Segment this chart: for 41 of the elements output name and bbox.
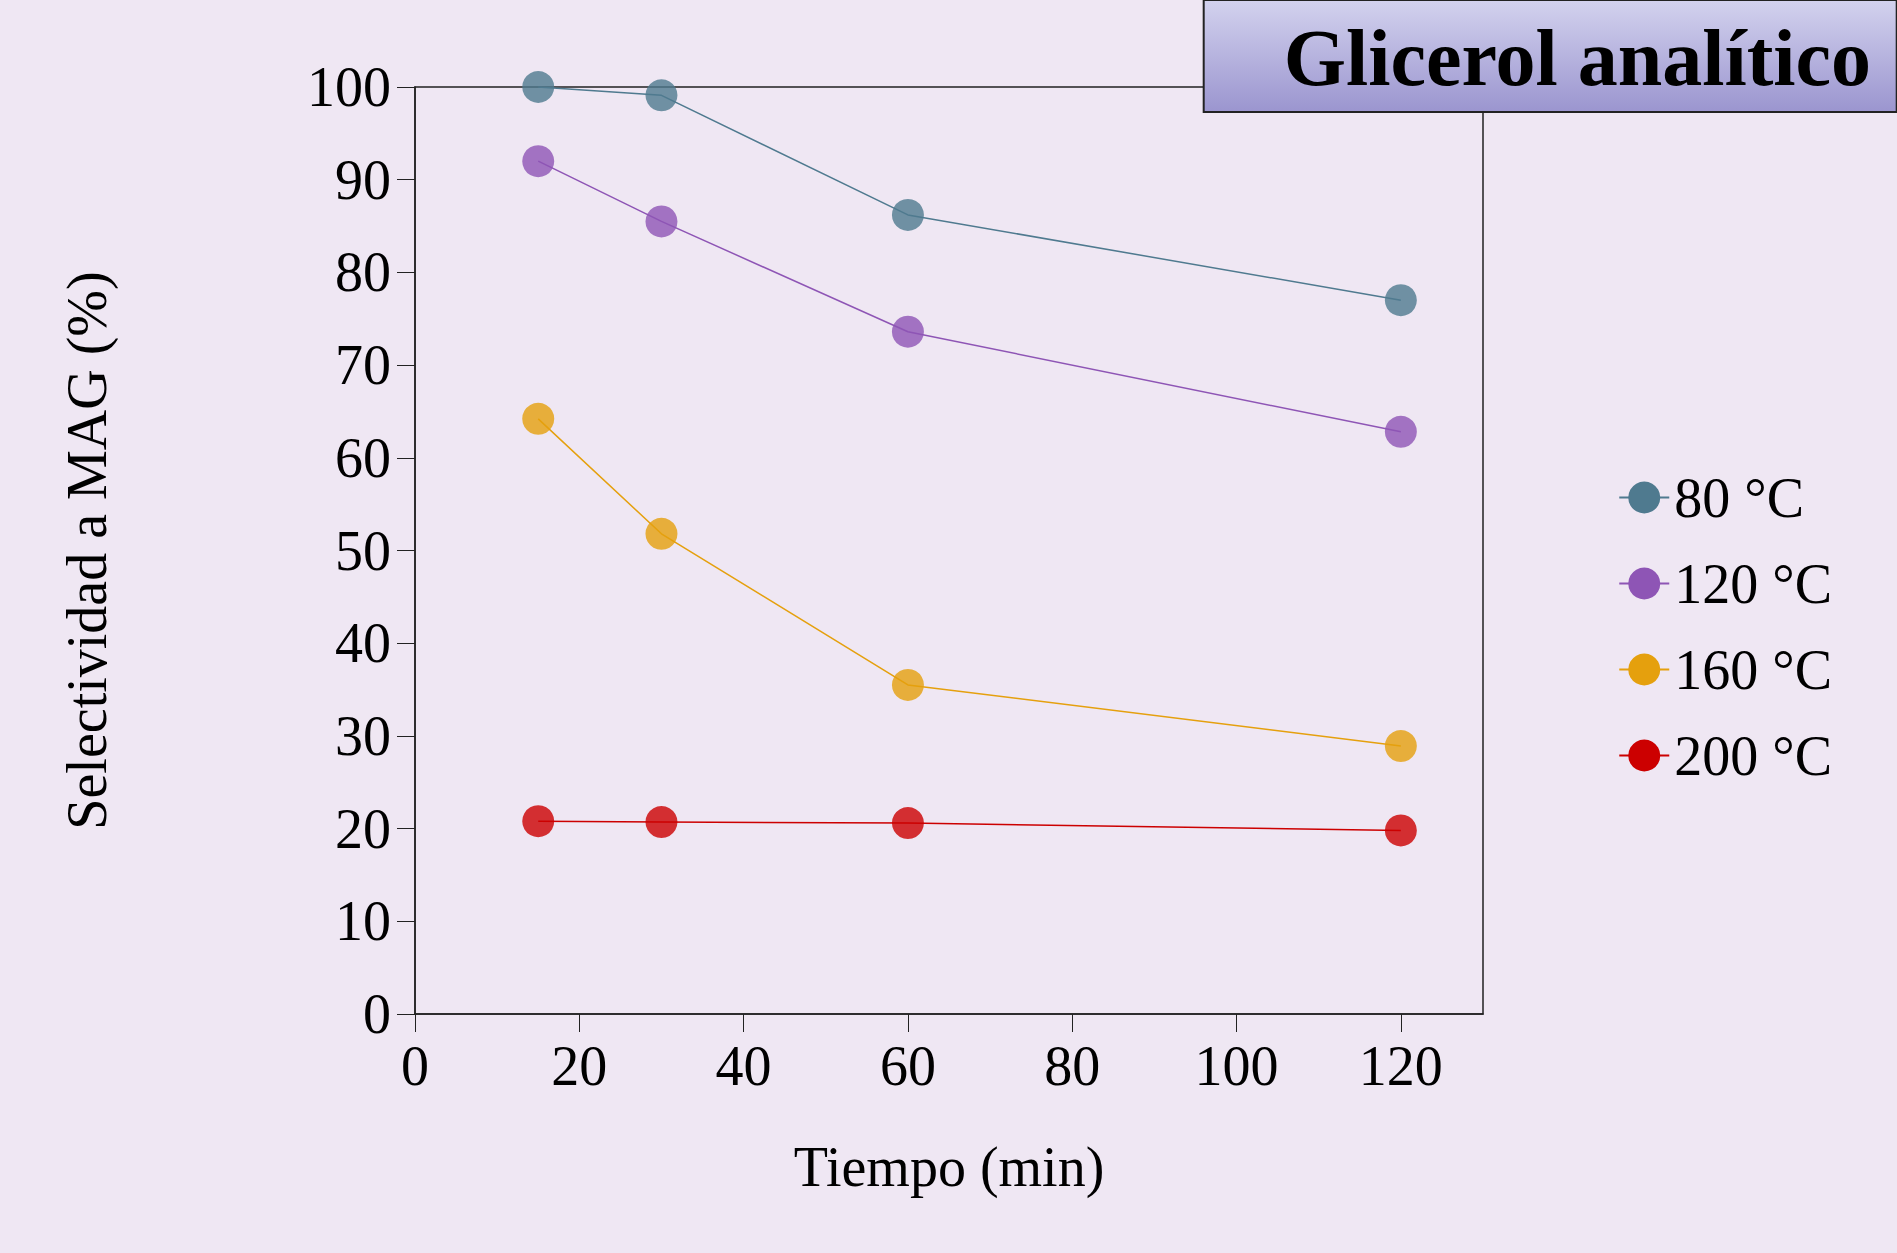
y-tick-label: 30: [335, 704, 391, 767]
point: [522, 805, 555, 838]
point: [891, 807, 924, 840]
point: [1384, 814, 1417, 847]
point: [522, 71, 555, 103]
x-tick-label: 20: [551, 1035, 608, 1097]
y-tick-label: 100: [307, 56, 391, 118]
y-tick-label: 50: [335, 519, 391, 582]
y-tick-label: 60: [335, 426, 391, 489]
point: [522, 145, 555, 178]
legend-label: 200 °C: [1674, 724, 1832, 787]
y-tick-label: 10: [335, 890, 391, 953]
point: [1384, 415, 1417, 448]
point: [645, 517, 678, 550]
y-tick-label: 70: [335, 334, 391, 397]
legend-label: 160 °C: [1674, 638, 1832, 701]
point: [645, 205, 678, 238]
point: [1384, 730, 1417, 763]
x-axis-title: Tiempo (min): [793, 1136, 1105, 1199]
legend-label: 80 °C: [1674, 466, 1804, 529]
legend-label: 120 °C: [1674, 552, 1832, 615]
y-tick-label: 0: [363, 983, 391, 1045]
x-tick-label: 0: [401, 1035, 429, 1097]
y-tick-label: 80: [335, 241, 391, 304]
point: [645, 806, 678, 839]
y-tick-label: 20: [335, 797, 391, 860]
x-tick-label: 100: [1194, 1035, 1279, 1097]
point: [645, 79, 678, 112]
y-tick-label: 40: [335, 612, 391, 675]
y-axis-title: Selectividad a MAG (%): [56, 271, 119, 830]
y-tick-label: 90: [335, 148, 391, 211]
point: [891, 315, 924, 348]
point: [891, 668, 924, 701]
x-tick-label: 120: [1358, 1035, 1443, 1097]
point: [891, 198, 924, 231]
point: [522, 402, 555, 435]
point: [1384, 284, 1417, 317]
chart-title: Glicerol analítico: [1283, 14, 1872, 102]
x-tick-label: 40: [715, 1035, 772, 1097]
x-tick-label: 60: [879, 1035, 936, 1097]
x-tick-label: 80: [1044, 1035, 1101, 1097]
